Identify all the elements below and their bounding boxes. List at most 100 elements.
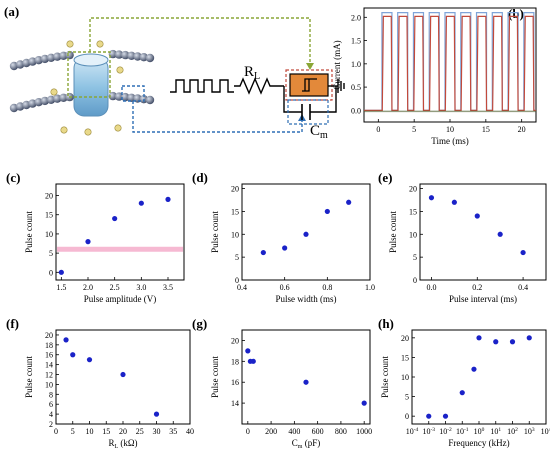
x-tick-label: 104: [541, 427, 550, 436]
capacitor-highlight-box: [287, 99, 329, 125]
x-tick-label: 0: [376, 125, 380, 134]
membrane-bead: [53, 52, 62, 61]
green-arrow-icon: [306, 63, 314, 70]
panel-label-h: (h): [378, 316, 394, 331]
y-tick-label: 8: [49, 390, 53, 399]
data-point: [426, 413, 432, 419]
x-tick-label: 0.4: [237, 283, 247, 292]
panel-label-f: (f): [6, 316, 19, 331]
x-tick-label: 30: [153, 427, 161, 436]
data-point: [493, 339, 499, 345]
plot-frame: [241, 329, 371, 425]
x-tick-label: 0.4: [518, 283, 528, 292]
x-tick-label: 2.0: [83, 283, 93, 292]
y-tick-label: 12: [45, 371, 53, 380]
y-tick-label: 1.5: [351, 37, 361, 46]
data-point: [459, 390, 465, 396]
y-tick-label: 0: [405, 412, 409, 421]
x-tick-label: 102: [507, 427, 518, 436]
green-selection-box: [67, 51, 111, 98]
x-tick-label: 15: [482, 125, 490, 134]
membrane-bead: [108, 91, 118, 101]
x-tick-label: 10-1: [456, 427, 469, 436]
capacitor-branch: [283, 86, 337, 113]
y-tick-label: 14: [231, 399, 239, 408]
x-axis-label: Pulse width (ms): [275, 294, 336, 304]
y-tick-label: 20: [45, 192, 53, 201]
x-tick-label: 5: [412, 125, 416, 134]
x-tick-label: 100: [474, 427, 485, 436]
y-tick-label: 10: [409, 230, 417, 239]
y-tick-label: 0: [413, 276, 417, 285]
y-axis-label: Current (mA): [332, 40, 342, 89]
plot-frame: [411, 329, 547, 425]
y-tick-label: 2: [49, 420, 53, 429]
data-point: [153, 411, 160, 417]
x-tick-label: 40: [186, 427, 194, 436]
plot-frame: [419, 183, 547, 281]
y-tick-label: 10: [401, 373, 409, 382]
data-point: [63, 337, 69, 343]
x-tick-label: 1.0: [365, 283, 375, 292]
ion-channel-membrane: [9, 40, 155, 136]
y-tick-label: 20: [45, 331, 53, 340]
x-tick-label: 0.6: [280, 283, 290, 292]
data-point: [245, 348, 251, 354]
x-tick-label: 10-3: [422, 427, 435, 436]
data-point: [250, 358, 256, 364]
y-axis-label: Pulse count: [380, 356, 390, 398]
ion-particle: [50, 88, 58, 96]
x-tick-label: 20: [518, 125, 526, 134]
x-tick-label: 3.0: [136, 283, 146, 292]
y-tick-label: 10: [45, 230, 53, 239]
x-tick-label: 0.0: [426, 283, 436, 292]
data-point: [85, 239, 91, 245]
ion-particle: [96, 40, 104, 48]
y-tick-label: 16: [231, 378, 239, 387]
y-tick-label: 5: [49, 249, 53, 258]
membrane-bead: [127, 93, 136, 103]
ion-particle: [114, 124, 122, 132]
y-tick-label: 0.5: [351, 83, 361, 92]
data-point: [260, 249, 266, 256]
x-tick-label: 1.5: [56, 283, 66, 292]
x-axis-label: Frequency (kHz): [448, 438, 509, 448]
y-axis-label: Pulse count: [24, 356, 34, 398]
data-point: [451, 199, 457, 205]
y-tick-label: 2.0: [351, 13, 361, 22]
chart-frequency: 10-4 10-3 10-2 10-1 100 101 102 103 104 0 5 10 15 20 F…: [380, 329, 550, 448]
x-tick-label: 600: [312, 427, 324, 436]
x-axis-label: Time (ms): [431, 136, 468, 146]
x-tick-label: 10-2: [439, 427, 452, 436]
data-point: [58, 269, 64, 275]
x-axis-label: Pulse amplitude (V): [84, 294, 157, 304]
y-tick-label: 15: [409, 207, 417, 216]
x-tick-label: 0.2: [472, 283, 482, 292]
data-point: [70, 352, 76, 358]
y-tick-label: 15: [231, 207, 239, 216]
chart-pulse-amplitude: 1.5 2.0 2.5 3.0 3.5 0 5 10 15 20 Pulse amplitude (…: [24, 183, 185, 304]
resistor-icon: [234, 77, 284, 95]
data-point: [520, 249, 526, 256]
y-tick-label: 10: [231, 230, 239, 239]
membrane-bead: [59, 93, 68, 103]
data-point: [474, 213, 480, 219]
membrane-bead: [40, 54, 50, 64]
green-connector-line: [89, 17, 311, 66]
y-tick-label: 20: [231, 185, 239, 194]
device-outer-box: [285, 69, 333, 101]
membrane-bead: [139, 53, 148, 62]
x-tick-label: 400: [288, 427, 300, 436]
x-tick-label: 5: [71, 427, 75, 436]
x-tick-label: 1000: [356, 427, 372, 436]
x-tick-label: 25: [136, 427, 144, 436]
data-point: [165, 196, 171, 202]
panel-labels: (a) (b) (c) (d) (e) (f) (g) (h): [4, 4, 524, 331]
data-point: [346, 199, 352, 205]
y-tick-label: 4: [49, 410, 53, 419]
panel-label-d: (d): [192, 170, 208, 185]
x-tick-label: 15: [102, 427, 110, 436]
membrane-bead: [53, 94, 62, 103]
ion-particle: [84, 128, 92, 136]
